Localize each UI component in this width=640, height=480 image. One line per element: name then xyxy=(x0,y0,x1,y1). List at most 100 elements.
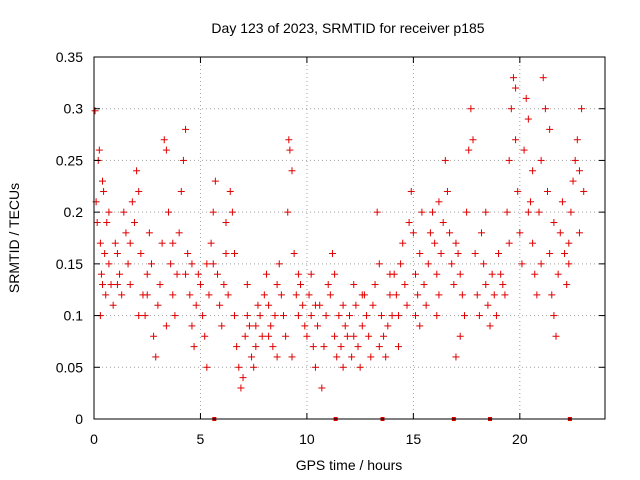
data-point xyxy=(567,208,575,216)
data-point xyxy=(563,281,571,289)
data-point xyxy=(290,250,298,258)
data-point xyxy=(522,94,530,102)
data-point xyxy=(482,208,490,216)
data-point xyxy=(537,260,545,268)
data-point xyxy=(475,312,483,320)
data-point xyxy=(294,270,302,278)
data-point xyxy=(154,301,162,309)
data-point xyxy=(143,291,151,299)
data-point xyxy=(128,198,136,206)
data-point xyxy=(541,105,549,113)
data-point xyxy=(273,281,281,289)
data-point xyxy=(192,301,200,309)
data-point xyxy=(431,239,439,247)
data-point xyxy=(271,312,279,320)
data-point xyxy=(116,270,124,278)
data-point xyxy=(150,332,158,340)
data-point xyxy=(371,281,379,289)
data-point xyxy=(482,281,490,289)
data-point xyxy=(386,270,394,278)
data-point xyxy=(162,322,170,330)
data-point xyxy=(341,322,349,330)
data-point xyxy=(380,332,388,340)
data-point xyxy=(465,146,473,154)
data-point xyxy=(311,301,319,309)
data-point xyxy=(143,270,151,278)
y-tick-label: 0.15 xyxy=(56,256,83,272)
y-tick-label: 0 xyxy=(75,411,83,427)
data-point xyxy=(243,281,251,289)
data-point xyxy=(269,343,277,351)
data-point xyxy=(495,250,503,258)
data-point xyxy=(335,312,343,320)
data-point xyxy=(241,332,249,340)
data-point xyxy=(273,353,281,361)
data-point xyxy=(339,301,347,309)
data-point xyxy=(231,312,239,320)
data-point xyxy=(177,187,185,195)
data-point xyxy=(130,218,138,226)
data-point xyxy=(235,363,243,371)
data-point xyxy=(439,218,447,226)
x-tick-label: 10 xyxy=(299,431,315,447)
data-point xyxy=(231,250,239,258)
data-point xyxy=(433,270,441,278)
data-point xyxy=(424,260,432,268)
y-tick-label: 0.35 xyxy=(56,49,83,65)
data-point xyxy=(550,312,558,320)
data-point xyxy=(101,250,109,258)
data-point xyxy=(218,322,226,330)
data-point xyxy=(456,270,464,278)
data-point xyxy=(109,301,117,309)
data-point xyxy=(375,343,383,351)
data-point xyxy=(194,270,202,278)
data-point xyxy=(133,167,141,175)
data-point xyxy=(416,322,424,330)
data-point xyxy=(331,270,339,278)
data-point xyxy=(309,343,317,351)
data-point xyxy=(107,281,115,289)
data-point xyxy=(422,301,430,309)
data-point xyxy=(441,156,449,164)
data-point xyxy=(135,187,143,195)
data-point xyxy=(292,291,300,299)
data-point xyxy=(322,312,330,320)
data-point xyxy=(260,291,268,299)
data-point xyxy=(126,239,134,247)
x-axis-label: GPS time / hours xyxy=(296,457,403,473)
data-point xyxy=(288,167,296,175)
data-point xyxy=(103,218,111,226)
data-points xyxy=(91,74,588,421)
data-point xyxy=(539,74,547,82)
data-point xyxy=(282,332,290,340)
data-point xyxy=(499,281,507,289)
data-point xyxy=(558,198,566,206)
data-point xyxy=(288,353,296,361)
data-point xyxy=(201,332,209,340)
data-point xyxy=(135,312,143,320)
data-point xyxy=(507,105,515,113)
data-point xyxy=(324,281,332,289)
data-point xyxy=(169,239,177,247)
data-point xyxy=(467,105,475,113)
data-point xyxy=(224,291,232,299)
data-point xyxy=(265,301,273,309)
chart-title: Day 123 of 2023, SRMTID for receiver p18… xyxy=(211,20,484,36)
data-point xyxy=(486,322,494,330)
data-point xyxy=(448,260,456,268)
data-point xyxy=(503,208,511,216)
data-point xyxy=(162,146,170,154)
data-point xyxy=(478,229,486,237)
data-point xyxy=(256,312,264,320)
data-point xyxy=(573,136,581,144)
data-point xyxy=(196,281,204,289)
data-point xyxy=(286,146,294,154)
data-point xyxy=(284,208,292,216)
data-point xyxy=(226,187,234,195)
data-point xyxy=(188,260,196,268)
data-point xyxy=(392,291,400,299)
data-point xyxy=(303,332,311,340)
data-point xyxy=(452,239,460,247)
data-point xyxy=(452,353,460,361)
data-point xyxy=(529,239,537,247)
